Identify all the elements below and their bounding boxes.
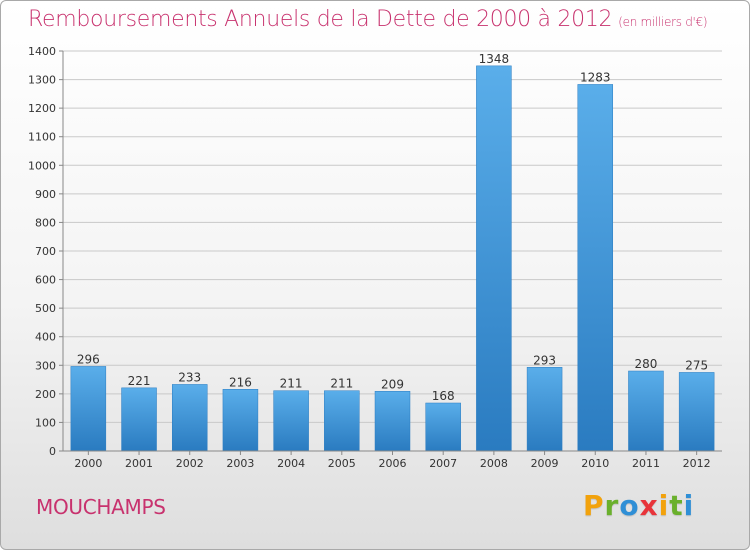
bar-2010	[577, 84, 614, 452]
y-tick-label: 1400	[28, 45, 56, 58]
bar-2002	[171, 384, 208, 452]
y-tick-label: 400	[35, 331, 56, 344]
x-tick-label: 2012	[683, 457, 711, 470]
bar-2009	[526, 367, 563, 452]
proxiti-logo: Proxiti	[583, 489, 694, 522]
city-name: MOUCHAMPS	[36, 495, 166, 519]
x-tick-label: 2011	[632, 457, 660, 470]
y-tick-label: 100	[35, 416, 56, 429]
bar-2001	[121, 387, 157, 452]
x-tick-label: 2001	[125, 457, 153, 470]
y-tick-label: 700	[35, 245, 56, 258]
logo-letter: P	[583, 489, 605, 522]
x-tick-label: 2009	[531, 457, 559, 470]
bar-value-label: 168	[432, 389, 455, 403]
bar-2011	[628, 370, 664, 452]
bar-value-label: 280	[635, 357, 658, 371]
bar-2008	[476, 65, 512, 452]
bar-value-label: 233	[178, 370, 201, 384]
x-tick-label: 2008	[480, 457, 508, 470]
y-tick-label: 500	[35, 302, 56, 315]
y-tick-label: 300	[35, 359, 56, 372]
y-tick-label: 1200	[28, 102, 56, 115]
bar-value-label: 293	[533, 353, 556, 367]
logo-letter: r	[604, 489, 620, 522]
bar-2005	[324, 390, 360, 452]
bar-value-label: 1283	[580, 70, 611, 84]
logo-letter: o	[619, 489, 640, 522]
bar-value-label: 216	[229, 375, 252, 389]
bar-2006	[374, 391, 411, 452]
bar-2000	[70, 366, 107, 452]
x-tick-label: 2007	[429, 457, 457, 470]
x-tick-label: 2006	[379, 457, 407, 470]
y-tick-label: 1100	[28, 131, 56, 144]
x-tick-label: 2010	[581, 457, 609, 470]
logo-letter: i	[683, 489, 695, 522]
bar-2012	[678, 372, 715, 452]
x-tick-label: 2000	[74, 457, 102, 470]
bar-value-label: 211	[330, 377, 353, 391]
x-tick-label: 2002	[176, 457, 204, 470]
y-tick-label: 1300	[28, 74, 56, 87]
x-tick-label: 2003	[226, 457, 254, 470]
bar-value-label: 1348	[479, 52, 510, 66]
y-tick-label: 1000	[28, 159, 56, 172]
chart-title-text: Remboursements Annuels de la Dette de 20…	[28, 7, 613, 32]
chart-subtitle: (en milliers d'€)	[618, 15, 708, 29]
logo-letter: x	[639, 489, 659, 522]
bar-value-label: 211	[280, 377, 303, 391]
y-tick-label: 0	[49, 445, 56, 458]
y-tick-label: 600	[35, 274, 56, 287]
chart-title: Remboursements Annuels de la Dette de 20…	[28, 7, 708, 32]
bar-2004	[273, 390, 309, 452]
y-tick-label: 900	[35, 188, 56, 201]
bar-value-label: 209	[381, 377, 404, 391]
y-tick-label: 200	[35, 388, 56, 401]
bar-value-label: 296	[77, 352, 100, 366]
bar-2007	[425, 402, 461, 452]
bar-2003	[222, 389, 259, 452]
x-tick-label: 2005	[328, 457, 356, 470]
bar-value-label: 221	[128, 374, 151, 388]
logo-letter: t	[669, 489, 684, 522]
y-tick-label: 800	[35, 216, 56, 229]
bar-value-label: 275	[685, 358, 708, 372]
logo-letter: i	[658, 489, 670, 522]
x-tick-label: 2004	[277, 457, 305, 470]
